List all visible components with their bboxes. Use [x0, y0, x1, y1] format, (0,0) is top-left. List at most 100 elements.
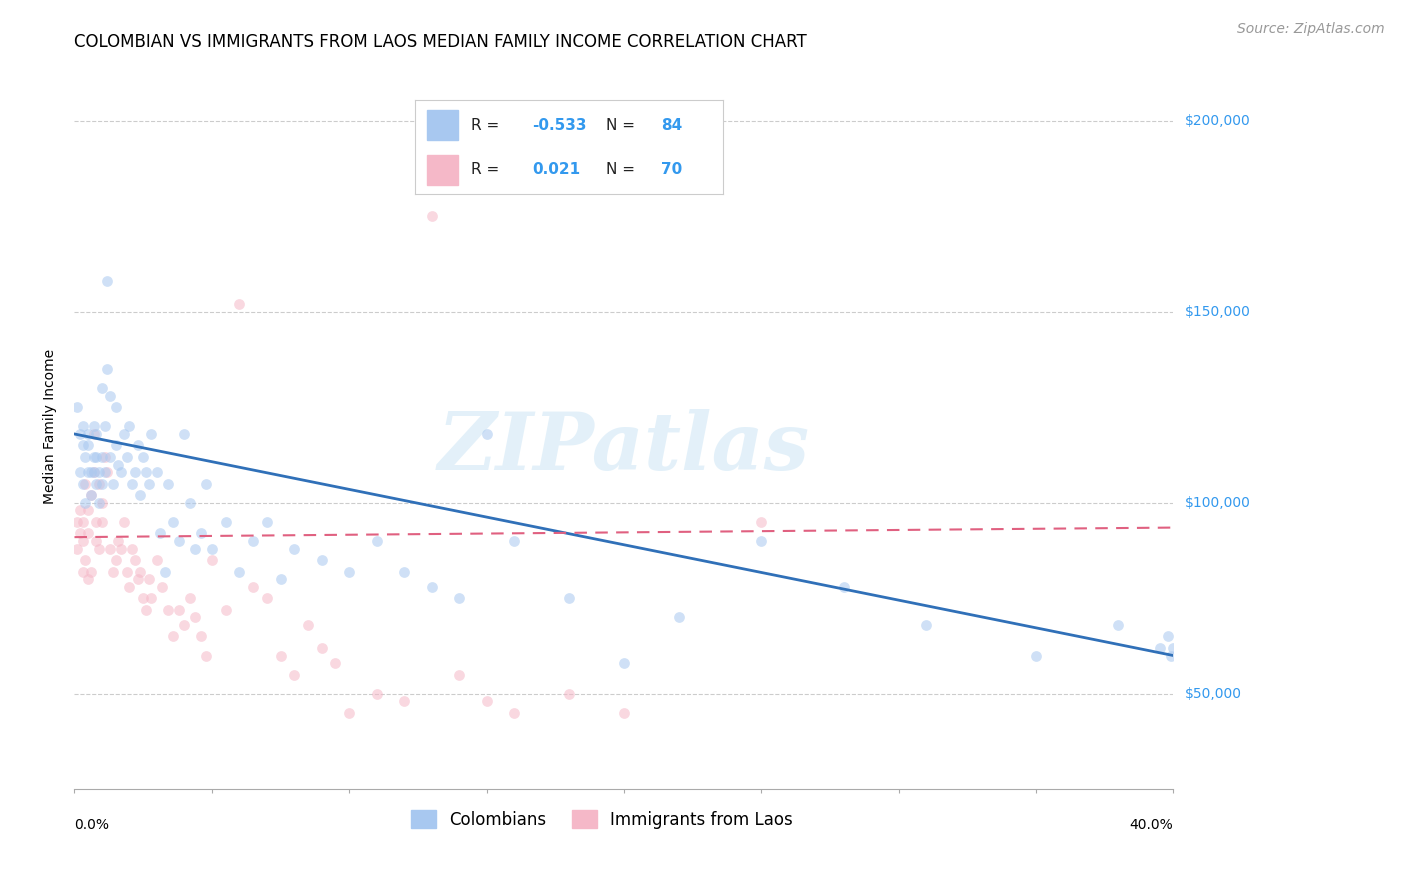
Point — [132, 591, 155, 606]
Point — [325, 656, 347, 670]
Point — [69, 427, 91, 442]
Point — [366, 533, 388, 548]
Point — [93, 450, 115, 464]
Point — [668, 610, 690, 624]
Point — [77, 438, 100, 452]
Point — [118, 419, 141, 434]
Point — [101, 565, 124, 579]
Point — [121, 541, 143, 556]
Legend: Colombians, Immigrants from Laos: Colombians, Immigrants from Laos — [405, 804, 800, 835]
Point — [83, 419, 105, 434]
Point — [503, 533, 526, 548]
Point — [141, 591, 163, 606]
Point — [153, 565, 176, 579]
Point — [167, 603, 190, 617]
Point — [420, 209, 443, 223]
Point — [156, 603, 179, 617]
Point — [190, 526, 212, 541]
Text: Source: ZipAtlas.com: Source: ZipAtlas.com — [1237, 22, 1385, 37]
Point — [101, 476, 124, 491]
Point — [141, 427, 163, 442]
Point — [118, 580, 141, 594]
Point — [91, 450, 114, 464]
Point — [152, 580, 174, 594]
Point — [558, 687, 581, 701]
Point — [83, 465, 105, 479]
Point — [162, 629, 184, 643]
Point — [184, 541, 207, 556]
Point — [228, 565, 250, 579]
Point — [75, 553, 97, 567]
Point — [93, 465, 115, 479]
Point — [91, 476, 114, 491]
Point — [115, 450, 138, 464]
Point — [77, 526, 100, 541]
Point — [366, 687, 388, 701]
Point — [146, 465, 169, 479]
Point — [112, 515, 135, 529]
Point — [98, 450, 121, 464]
Point — [86, 450, 108, 464]
Point — [86, 515, 108, 529]
Point — [138, 476, 160, 491]
Point — [124, 465, 146, 479]
Point — [832, 580, 855, 594]
Point — [110, 465, 132, 479]
Point — [98, 541, 121, 556]
Point — [72, 419, 94, 434]
Point — [110, 541, 132, 556]
Point — [1025, 648, 1047, 663]
Point — [98, 389, 121, 403]
Point — [475, 694, 498, 708]
Point — [242, 533, 264, 548]
Point — [77, 427, 100, 442]
Point — [107, 458, 129, 472]
Point — [449, 591, 471, 606]
Point — [256, 515, 278, 529]
Point — [242, 580, 264, 594]
Point — [86, 427, 108, 442]
Point — [270, 648, 292, 663]
Point — [104, 401, 127, 415]
Point — [66, 401, 89, 415]
Point — [89, 476, 111, 491]
Point — [80, 565, 103, 579]
Point — [66, 515, 89, 529]
Point — [190, 629, 212, 643]
Text: $50,000: $50,000 — [1184, 687, 1241, 701]
Point — [77, 503, 100, 517]
Text: 0.0%: 0.0% — [75, 818, 110, 832]
Point — [337, 706, 360, 720]
Point — [135, 465, 157, 479]
Point — [121, 476, 143, 491]
Point — [91, 381, 114, 395]
Point — [173, 618, 195, 632]
Point — [80, 488, 103, 502]
Point — [503, 706, 526, 720]
Point — [135, 603, 157, 617]
Point — [1157, 629, 1180, 643]
Point — [149, 526, 172, 541]
Point — [392, 694, 415, 708]
Point — [75, 450, 97, 464]
Point — [91, 496, 114, 510]
Point — [1107, 618, 1129, 632]
Point — [613, 656, 636, 670]
Point — [72, 533, 94, 548]
Text: COLOMBIAN VS IMMIGRANTS FROM LAOS MEDIAN FAMILY INCOME CORRELATION CHART: COLOMBIAN VS IMMIGRANTS FROM LAOS MEDIAN… — [75, 33, 807, 51]
Point — [104, 438, 127, 452]
Point — [256, 591, 278, 606]
Point — [173, 427, 195, 442]
Point — [77, 465, 100, 479]
Point — [1163, 640, 1185, 655]
Point — [449, 667, 471, 681]
Point — [127, 438, 149, 452]
Text: $150,000: $150,000 — [1184, 305, 1250, 318]
Point — [69, 465, 91, 479]
Point — [129, 565, 152, 579]
Point — [337, 565, 360, 579]
Point — [156, 476, 179, 491]
Point — [89, 496, 111, 510]
Point — [228, 297, 250, 311]
Point — [66, 541, 89, 556]
